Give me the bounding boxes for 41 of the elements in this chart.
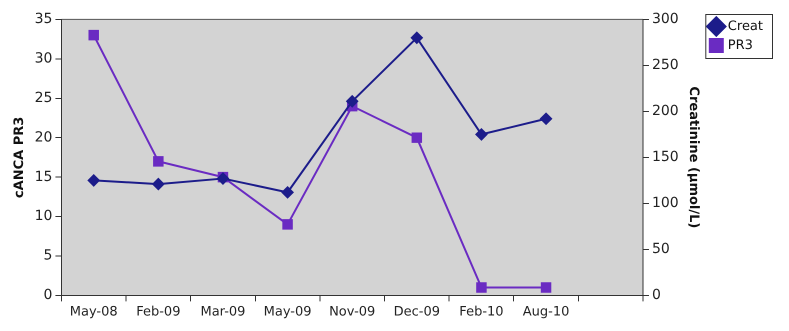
x-tick-label: Feb-10 <box>459 304 504 320</box>
y2-tick-label: 50 <box>652 241 670 258</box>
y2-tick-label: 150 <box>652 149 679 166</box>
y-tick-label: 0 <box>43 287 52 304</box>
legend-label: PR3 <box>728 38 753 53</box>
y-tick-label: 35 <box>34 11 52 28</box>
y2-tick-label: 250 <box>652 57 679 74</box>
y-axis-title: cANCA PR3 <box>12 116 28 198</box>
y2-tick-label: 0 <box>652 287 661 304</box>
point <box>475 128 488 140</box>
y-tick-label: 15 <box>34 168 52 185</box>
point <box>540 282 552 293</box>
x-tick-label: Feb-09 <box>136 304 180 320</box>
y-tick-label: 25 <box>34 90 52 106</box>
point <box>216 172 229 185</box>
y-tick-label: 10 <box>34 208 52 224</box>
point <box>282 219 293 230</box>
point <box>153 156 164 167</box>
point <box>540 112 552 125</box>
y-tick-label: 30 <box>34 50 52 66</box>
point <box>476 282 487 293</box>
x-tick-label: Mar-09 <box>200 304 246 320</box>
x-tick-label: May-09 <box>264 304 312 320</box>
y-tick-label: 20 <box>34 129 52 146</box>
point <box>282 186 294 198</box>
y-tick-label: 5 <box>43 248 52 264</box>
x-tick-label: Dec-09 <box>394 304 440 320</box>
x-tick-label: May-08 <box>70 304 118 320</box>
legend-label: Creat <box>728 18 764 34</box>
point <box>346 95 358 108</box>
y2-axis-title: Creatinine (µmol/L) <box>686 86 702 228</box>
point <box>412 132 422 143</box>
y2-tick-label: 300 <box>652 11 679 28</box>
point <box>88 174 100 186</box>
point <box>88 30 99 40</box>
point <box>410 32 423 44</box>
x-tick-label: Aug-10 <box>522 304 570 320</box>
y2-tick-label: 100 <box>652 195 679 212</box>
y2-tick-label: 200 <box>652 103 679 120</box>
point <box>152 178 164 190</box>
x-tick-label: Nov-09 <box>329 304 376 320</box>
